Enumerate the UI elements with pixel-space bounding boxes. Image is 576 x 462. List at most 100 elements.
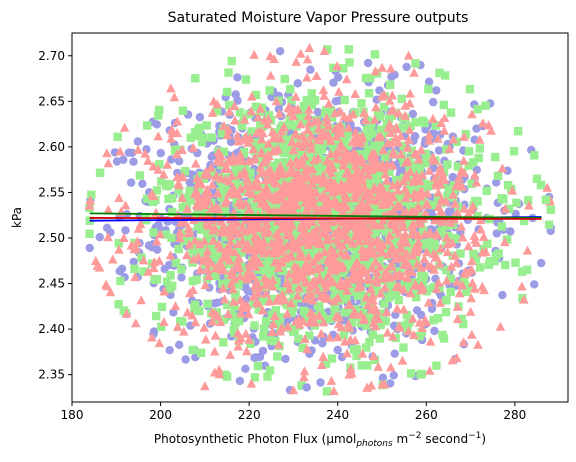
data-point xyxy=(281,135,290,144)
data-point xyxy=(298,343,307,352)
data-point xyxy=(192,305,202,315)
data-point xyxy=(293,159,304,169)
data-point xyxy=(243,286,253,296)
data-point xyxy=(270,145,280,155)
data-point xyxy=(414,215,424,225)
data-point xyxy=(469,158,478,167)
data-point xyxy=(481,101,490,110)
data-point xyxy=(383,122,394,132)
data-point xyxy=(258,141,267,150)
data-point xyxy=(291,316,301,326)
data-point xyxy=(407,146,416,155)
data-point xyxy=(418,225,428,235)
data-point xyxy=(387,137,398,147)
data-point xyxy=(221,174,231,184)
data-point xyxy=(362,343,371,352)
data-point xyxy=(236,333,246,342)
data-point xyxy=(219,315,229,324)
data-point xyxy=(202,246,213,256)
data-point xyxy=(313,140,323,149)
data-point xyxy=(407,186,416,195)
data-point xyxy=(211,171,221,181)
data-point xyxy=(277,264,287,273)
data-point xyxy=(299,366,310,376)
data-point xyxy=(357,244,367,254)
data-point xyxy=(261,267,271,276)
data-point xyxy=(424,84,433,94)
data-point xyxy=(379,379,390,389)
data-point xyxy=(335,106,345,116)
data-point xyxy=(267,127,278,137)
data-point xyxy=(363,361,372,370)
data-point xyxy=(266,336,275,345)
data-point xyxy=(95,232,104,242)
data-point xyxy=(236,152,246,162)
data-point xyxy=(491,152,500,162)
data-point xyxy=(334,312,344,322)
data-point xyxy=(178,171,188,181)
data-point xyxy=(256,134,267,144)
data-point xyxy=(299,216,310,226)
y-axis-title: kPa xyxy=(10,207,24,228)
data-point xyxy=(147,332,157,342)
data-point xyxy=(175,227,185,237)
data-point xyxy=(203,271,214,280)
data-point xyxy=(350,160,361,170)
data-point xyxy=(352,351,361,361)
data-point xyxy=(411,118,420,127)
data-point xyxy=(421,199,431,209)
data-point xyxy=(331,276,340,285)
data-point xyxy=(446,274,455,283)
data-point xyxy=(321,282,331,292)
data-point xyxy=(433,133,443,143)
data-point xyxy=(386,80,395,89)
data-point xyxy=(397,244,407,254)
data-point xyxy=(203,264,213,274)
data-point xyxy=(190,300,200,309)
data-point xyxy=(314,135,325,145)
data-point xyxy=(373,107,383,117)
data-point xyxy=(381,153,390,162)
data-point xyxy=(387,277,396,287)
data-point xyxy=(408,313,418,323)
data-point xyxy=(378,145,388,155)
data-point xyxy=(429,237,438,246)
data-point xyxy=(339,177,349,186)
data-point xyxy=(287,304,296,314)
data-point xyxy=(293,237,304,247)
data-point xyxy=(287,137,297,146)
y-axis: 2.352.402.452.502.552.602.652.70 xyxy=(38,49,72,382)
data-point xyxy=(180,236,189,245)
data-point xyxy=(365,313,375,322)
data-point xyxy=(343,130,352,139)
data-point xyxy=(326,215,336,225)
data-point xyxy=(174,244,183,254)
data-point xyxy=(162,159,173,169)
data-point xyxy=(230,256,239,265)
data-point xyxy=(448,189,458,199)
data-point xyxy=(412,293,421,302)
data-point xyxy=(401,206,412,216)
data-point xyxy=(316,188,325,197)
data-point xyxy=(347,287,356,296)
data-point xyxy=(419,254,430,264)
data-point xyxy=(192,275,201,284)
y-tick-label: 2.40 xyxy=(38,322,65,336)
data-point xyxy=(388,331,398,341)
data-point xyxy=(231,318,240,328)
data-point xyxy=(343,319,354,329)
data-point xyxy=(400,229,411,239)
data-point xyxy=(363,145,373,154)
data-point xyxy=(381,317,390,326)
data-point xyxy=(222,225,233,234)
data-point xyxy=(429,97,438,107)
data-point xyxy=(149,263,159,273)
data-point xyxy=(195,264,205,274)
data-point xyxy=(435,68,444,77)
data-point xyxy=(174,186,183,195)
data-point xyxy=(160,264,169,274)
data-point xyxy=(459,277,469,287)
data-point xyxy=(126,240,137,250)
data-point xyxy=(316,378,325,387)
data-point xyxy=(357,155,367,165)
